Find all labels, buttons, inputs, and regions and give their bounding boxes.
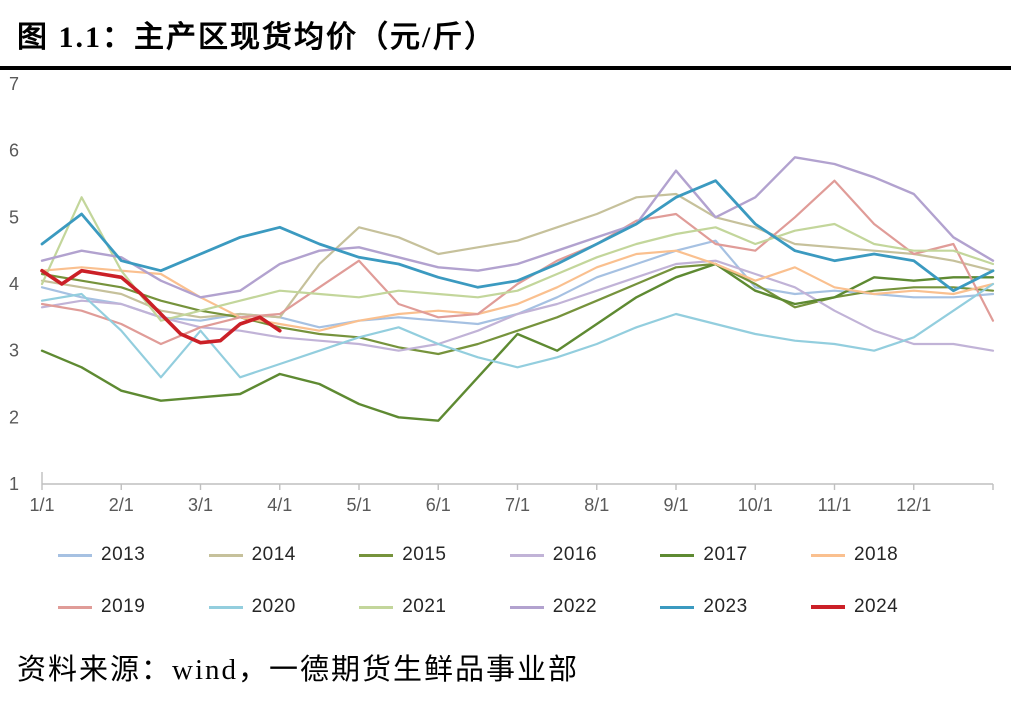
legend-label: 2022 xyxy=(552,596,598,617)
svg-text:9/1: 9/1 xyxy=(663,495,688,515)
svg-text:7/1: 7/1 xyxy=(505,495,530,515)
legend-item-2024: 2024 xyxy=(810,596,953,618)
legend-label: 2020 xyxy=(251,596,296,617)
legend-swatch xyxy=(660,605,695,609)
legend-swatch xyxy=(208,605,243,609)
legend-row: 2013 2014 2015 2016 2017 2018 xyxy=(58,542,953,568)
svg-text:3: 3 xyxy=(9,341,19,361)
legend-swatch xyxy=(810,553,845,557)
legend-label: 2024 xyxy=(853,596,899,617)
legend-swatch xyxy=(509,553,544,557)
svg-text:1: 1 xyxy=(9,474,19,494)
legend-label: 2019 xyxy=(101,596,146,617)
legend-label: 2018 xyxy=(853,544,899,565)
svg-text:8/1: 8/1 xyxy=(584,495,609,515)
svg-text:2/1: 2/1 xyxy=(109,495,134,515)
chart-legend: 2013 2014 2015 2016 2017 2018 2019 2020 2021 2022… xyxy=(58,542,953,620)
svg-text:4: 4 xyxy=(9,274,19,294)
legend-item-2020: 2020 xyxy=(208,596,351,618)
legend-item-2014: 2014 xyxy=(208,544,351,566)
legend-swatch xyxy=(58,605,92,609)
legend-swatch xyxy=(359,553,394,557)
legend-label: 2021 xyxy=(402,596,447,617)
svg-text:5/1: 5/1 xyxy=(346,495,371,515)
chart-area: 7 6 5 4 3 2 1 1/1 2/1 3/1 4/1 5/1 6/1 7/1 8/1 9/1 10/1 11… xyxy=(0,70,1011,532)
svg-text:4/1: 4/1 xyxy=(267,495,292,515)
legend-swatch xyxy=(509,605,544,609)
legend-swatch xyxy=(660,553,695,557)
legend-swatch xyxy=(810,605,845,609)
legend-item-2013: 2013 xyxy=(58,544,200,566)
legend-swatch xyxy=(359,605,394,609)
legend-item-2018: 2018 xyxy=(810,544,953,566)
legend-label: 2023 xyxy=(703,596,748,617)
svg-text:6/1: 6/1 xyxy=(426,495,451,515)
legend-item-2016: 2016 xyxy=(509,544,652,566)
svg-text:11/1: 11/1 xyxy=(818,495,852,515)
legend-label: 2016 xyxy=(552,544,598,565)
svg-text:2: 2 xyxy=(9,407,19,427)
legend-label: 2013 xyxy=(101,544,146,565)
legend-item-2022: 2022 xyxy=(509,596,652,618)
legend-label: 2015 xyxy=(402,544,447,565)
legend-item-2021: 2021 xyxy=(359,596,501,618)
legend-swatch xyxy=(58,553,92,557)
legend-label: 2014 xyxy=(251,544,296,565)
svg-text:3/1: 3/1 xyxy=(188,495,213,515)
title-rule xyxy=(0,66,1011,70)
legend-label: 2017 xyxy=(703,544,748,565)
svg-text:5: 5 xyxy=(9,207,19,227)
svg-text:10/1: 10/1 xyxy=(738,495,773,515)
source-note: 资料来源：wind，一德期货生鲜品事业部 xyxy=(17,654,580,686)
legend-item-2023: 2023 xyxy=(660,596,802,618)
legend-item-2015: 2015 xyxy=(359,544,501,566)
legend-item-2019: 2019 xyxy=(58,596,200,618)
svg-text:7: 7 xyxy=(9,74,19,94)
figure-title: 图 1.1：主产区现货均价（元/斤） xyxy=(17,21,497,54)
legend-swatch xyxy=(208,553,243,557)
svg-text:6: 6 xyxy=(9,141,19,161)
svg-text:1/1: 1/1 xyxy=(29,495,54,515)
legend-row: 2019 2020 2021 2022 2023 2024 xyxy=(58,594,953,620)
legend-item-2017: 2017 xyxy=(660,544,802,566)
svg-text:12/1: 12/1 xyxy=(896,495,931,515)
